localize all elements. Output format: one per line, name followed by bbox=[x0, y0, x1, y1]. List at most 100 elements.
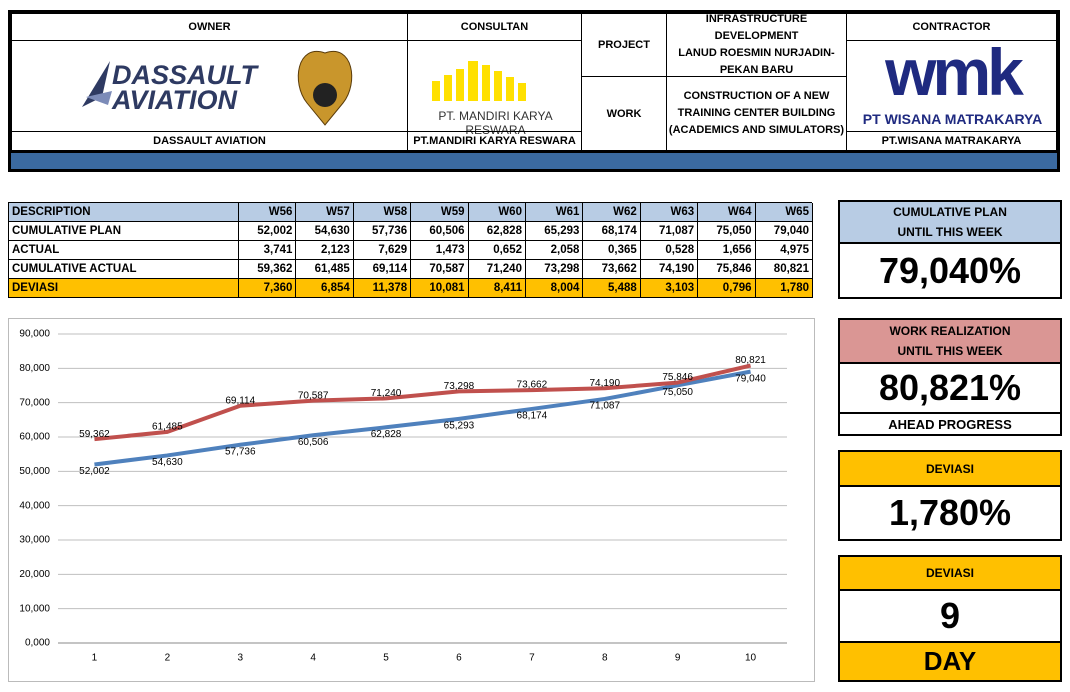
x-tick-label: 9 bbox=[675, 653, 681, 664]
text-line: PEKAN BARU bbox=[719, 64, 794, 76]
data-label: 71,240 bbox=[371, 388, 402, 399]
table-cell: 71,240 bbox=[468, 260, 526, 279]
table-cell: 3,103 bbox=[640, 279, 699, 298]
kpi-days: DEVIASI 9 DAY bbox=[838, 555, 1062, 682]
kpi-title: DEVIASI bbox=[840, 557, 1060, 591]
work-label: WORK bbox=[581, 76, 667, 151]
table-cell: 6,854 bbox=[296, 279, 354, 298]
table-cell: 59,362 bbox=[239, 260, 297, 279]
table-cell: 75,846 bbox=[698, 260, 756, 279]
table-cell: 7,629 bbox=[353, 241, 412, 260]
table-header-cell: W56 bbox=[239, 203, 297, 222]
y-tick-label: 70,000 bbox=[19, 397, 50, 408]
text-line: CONSTRUCTION OF A NEW bbox=[683, 90, 830, 102]
header-stripe bbox=[11, 151, 1057, 169]
table-cell: 8,004 bbox=[526, 279, 584, 298]
y-tick-label: 40,000 bbox=[19, 500, 50, 511]
text-line: (ACADEMICS AND SIMULATORS) bbox=[668, 124, 845, 136]
y-tick-label: 30,000 bbox=[19, 535, 50, 546]
text-line: LANUD ROESMIN NURJADIN- bbox=[678, 47, 835, 59]
series-line bbox=[94, 369, 751, 467]
table-cell: CUMULATIVE PLAN bbox=[9, 222, 239, 241]
x-tick-label: 4 bbox=[310, 653, 316, 664]
table-cell: 0,365 bbox=[583, 241, 641, 260]
consultant-bars bbox=[432, 61, 526, 101]
table-cell: 54,630 bbox=[296, 222, 354, 241]
data-label: 62,828 bbox=[371, 429, 402, 440]
table-cell: 2,123 bbox=[296, 241, 354, 260]
data-label: 60,506 bbox=[298, 437, 329, 448]
table-cell: 1,780 bbox=[755, 279, 813, 298]
table-cell: 79,040 bbox=[755, 222, 813, 241]
data-label: 75,050 bbox=[662, 387, 693, 398]
table-cell: 74,190 bbox=[640, 260, 699, 279]
table-header-cell: W57 bbox=[296, 203, 354, 222]
table-cell: 73,662 bbox=[583, 260, 641, 279]
data-label: 80,821 bbox=[735, 355, 766, 366]
consultant-logo: PT. MANDIRI KARYA RESWARA bbox=[407, 40, 582, 137]
table-cell: 60,506 bbox=[411, 222, 469, 241]
owner-name: DASSAULT AVIATION bbox=[11, 131, 408, 151]
consultant-logo-text: PT. MANDIRI KARYA RESWARA bbox=[438, 109, 553, 137]
table-header-cell: DESCRIPTION bbox=[9, 203, 239, 222]
kpi-value: 80,821% bbox=[840, 364, 1060, 414]
x-tick-label: 1 bbox=[92, 653, 98, 664]
kpi-value: 79,040% bbox=[878, 249, 1022, 291]
data-label: 70,587 bbox=[298, 390, 329, 401]
text-line: UNTIL THIS WEEK bbox=[897, 225, 1003, 239]
table-header-cell: W63 bbox=[640, 203, 699, 222]
table-cell: 8,411 bbox=[468, 279, 526, 298]
y-tick-label: 90,000 bbox=[19, 329, 50, 340]
table-cell: 65,293 bbox=[526, 222, 584, 241]
table-cell: CUMULATIVE ACTUAL bbox=[9, 260, 239, 279]
wmk-logo: wmk bbox=[885, 35, 1024, 109]
data-label: 69,114 bbox=[225, 395, 255, 406]
dassault-logo: DASSAULT AVIATION bbox=[112, 62, 257, 114]
kpi-title: DEVIASI bbox=[840, 452, 1060, 487]
table-cell: 3,741 bbox=[239, 241, 297, 260]
progress-table: DESCRIPTION W56 W57 W58 W59 W60 W61 W62 W63 W64 W6… bbox=[8, 202, 813, 298]
table-cell: 75,050 bbox=[698, 222, 756, 241]
x-tick-label: 10 bbox=[745, 653, 757, 664]
kpi-value: 1,780% bbox=[888, 492, 1012, 533]
table-cell: ACTUAL bbox=[9, 241, 239, 260]
emblem bbox=[297, 50, 353, 126]
data-label: 52,002 bbox=[79, 466, 110, 477]
table-cell: 73,298 bbox=[526, 260, 584, 279]
kpi-title: CUMULATIVE PLAN UNTIL THIS WEEK bbox=[840, 202, 1060, 244]
x-tick-label: 3 bbox=[237, 653, 243, 664]
kpi-title: WORK REALIZATION UNTIL THIS WEEK bbox=[840, 320, 1060, 364]
contractor-logo-name: PT WISANA MATRAKARYA bbox=[862, 111, 1043, 127]
data-label: 54,630 bbox=[152, 457, 183, 468]
table-cell: 4,975 bbox=[755, 241, 813, 260]
table-cell: 0,652 bbox=[468, 241, 526, 260]
table-header-cell: W60 bbox=[468, 203, 526, 222]
table-header-cell: W65 bbox=[755, 203, 813, 222]
table-cell: 61,485 bbox=[296, 260, 354, 279]
table-cell: 1,473 bbox=[411, 241, 469, 260]
owner-logos: DASSAULT AVIATION bbox=[11, 40, 408, 132]
table-header-cell: W58 bbox=[353, 203, 412, 222]
table-cell: 71,087 bbox=[640, 222, 699, 241]
table-cell: 80,821 bbox=[755, 260, 813, 279]
kpi-deviation: DEVIASI 1,780% bbox=[838, 450, 1062, 541]
consultant-label: CONSULTAN bbox=[407, 13, 582, 41]
table-cell: 69,114 bbox=[353, 260, 412, 279]
table-cell: 52,002 bbox=[239, 222, 297, 241]
project-label: PROJECT bbox=[581, 13, 667, 77]
chart-frame bbox=[8, 318, 815, 682]
kpi-status: AHEAD PROGRESS bbox=[888, 416, 1012, 432]
kpi-plan: CUMULATIVE PLAN UNTIL THIS WEEK 79,040% bbox=[838, 200, 1062, 299]
text-line: INFRASTRUCTURE DEVELOPMENT bbox=[705, 13, 808, 42]
table-cell: DEVIASI bbox=[9, 279, 239, 298]
data-label: 74,190 bbox=[589, 378, 620, 389]
y-tick-label: 50,000 bbox=[19, 466, 50, 477]
kpi-unit: DAY bbox=[840, 643, 1060, 680]
series-line bbox=[94, 363, 752, 442]
table-cell: 1,656 bbox=[698, 241, 756, 260]
data-label: 79,040 bbox=[735, 373, 766, 384]
project-text: INFRASTRUCTURE DEVELOPMENT LANUD ROESMIN … bbox=[666, 13, 847, 77]
table-cell: 7,360 bbox=[239, 279, 297, 298]
owner-label: OWNER bbox=[11, 13, 408, 41]
